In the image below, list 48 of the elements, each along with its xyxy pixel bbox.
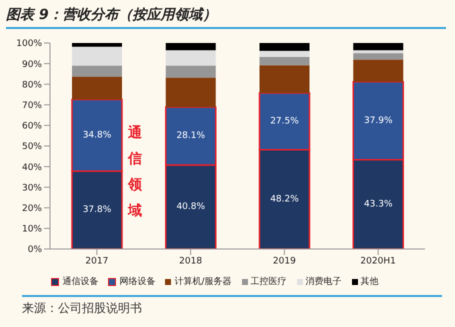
chart-title: 图表 9：营收分布（按应用领域） [6,6,446,29]
y-tick-label: 20% [22,204,42,214]
bar [72,46,122,66]
bar [260,43,310,51]
data-label: 40.8% [176,202,206,212]
legend-label: 其他 [360,276,379,288]
y-tick-label: 100% [16,39,42,50]
data-label: 48.2% [270,194,300,204]
y-tick-label: 60% [22,122,42,132]
bar [166,50,216,66]
bar [353,53,404,60]
legend-label: 通信设备 [62,276,98,288]
y-tick-label: 10% [22,224,42,235]
y-tick-label: 0% [28,245,42,256]
bar [72,66,122,77]
data-label: 37.9% [364,116,393,126]
bar [353,50,404,54]
y-tick-label: 50% [22,142,42,152]
data-label: 37.8% [82,205,112,216]
legend-label: 网络设备 [119,276,156,288]
y-tick-label: 80% [22,80,42,90]
bar [353,60,404,82]
data-label: 34.8% [82,130,112,140]
y-tick-label: 90% [22,60,42,70]
x-tick-label: 2018 [179,256,202,266]
annotation: 通信领域 [128,124,143,221]
bar [166,66,216,78]
bar [260,50,310,58]
y-tick-label: 40% [22,162,42,173]
bar [72,43,122,47]
x-tick-label: 2017 [85,256,108,266]
legend-label: 工控医疗 [250,276,287,288]
y-tick-label: 30% [22,183,42,194]
bar [166,78,216,108]
data-label: 43.3% [364,199,393,210]
bar [260,65,310,94]
bar [353,43,404,50]
source-note: 来源：公司招股说明书 [22,295,442,317]
y-tick-label: 70% [22,100,42,111]
legend-label: 消费电子 [306,276,342,288]
x-tick-label: 2020H1 [360,256,396,266]
bar [72,76,122,100]
bar [260,57,310,66]
legend-label: 计算机/服务器 [174,276,232,288]
data-label: 28.1% [176,131,206,142]
x-tick-label: 2019 [272,256,296,266]
data-label: 27.5% [270,116,300,126]
bar [166,43,216,50]
